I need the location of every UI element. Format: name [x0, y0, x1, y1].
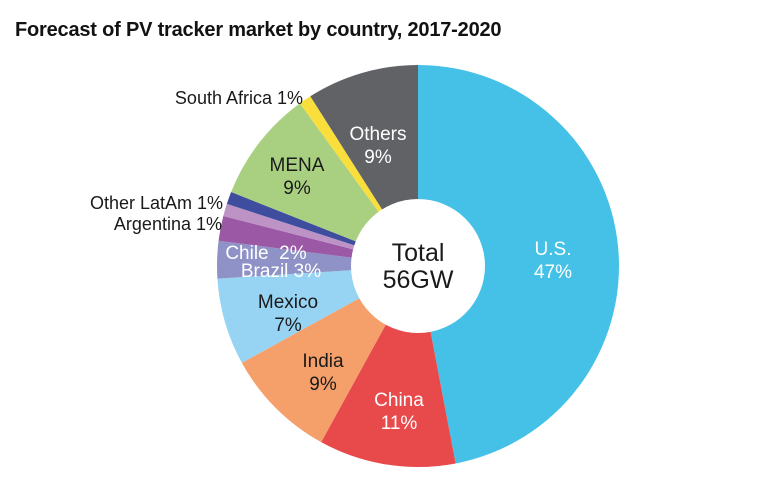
donut-hole [351, 199, 485, 333]
slice-label-china: China 11% [374, 390, 424, 434]
slice-label-mena: MENA 9% [270, 155, 325, 199]
slice-label-india: India 9% [302, 351, 344, 395]
slice-label-argentina: Argentina 1% [114, 214, 222, 234]
slice-label-others: Others 9% [349, 124, 406, 168]
slice-label-chile: Chile 2% [225, 243, 306, 264]
chart-title: Forecast of PV tracker market by country… [15, 19, 502, 41]
slice-label-brazil: Brazil 3% [241, 261, 321, 282]
slice-label-other-latam: Other LatAm 1% [90, 193, 223, 213]
donut-center-label: Total 56GW [383, 239, 454, 294]
slice-label-u-s: U.S. 47% [534, 239, 572, 283]
slice-label-south-africa: South Africa 1% [175, 88, 303, 108]
slice-label-mexico: Mexico 7% [258, 292, 318, 336]
pie-slice-u-s [418, 65, 619, 464]
pie-slice-brazil [217, 240, 418, 279]
